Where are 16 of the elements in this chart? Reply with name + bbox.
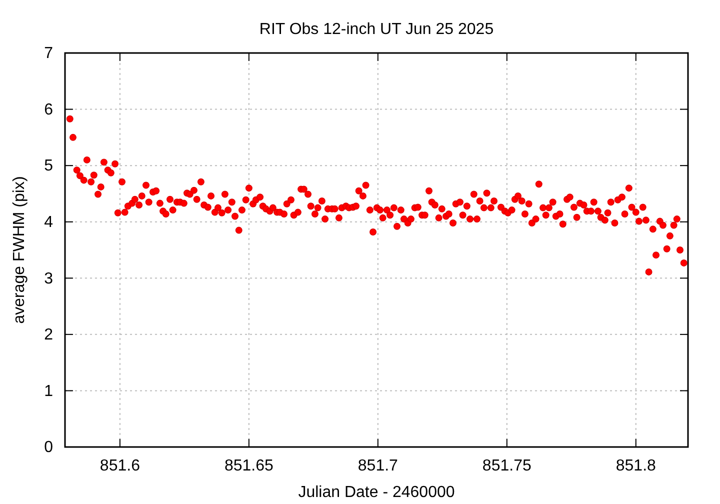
y-tick-label: 4: [44, 214, 54, 231]
y-tick-label: 0: [44, 439, 54, 456]
x-tick-label: 851.6: [100, 457, 140, 474]
y-tick-label: 7: [44, 45, 54, 62]
x-tick-label: 851.75: [482, 457, 532, 474]
y-tick-label: 1: [44, 382, 54, 400]
y-tick-label: 2: [44, 326, 54, 344]
x-tick-label: 851.8: [616, 457, 656, 474]
y-tick-label: 5: [44, 158, 54, 175]
x-axis-title: Julian Date - 2460000: [298, 484, 455, 501]
chart-title: RIT Obs 12-inch UT Jun 25 2025: [259, 21, 494, 38]
y-tick-label: 3: [44, 270, 54, 288]
y-tick-label: 6: [44, 101, 54, 118]
x-tick-label: 851.7: [358, 457, 398, 474]
x-tick-label: 851.65: [224, 457, 274, 474]
y-axis-title: average FWHM (pix): [11, 176, 28, 324]
